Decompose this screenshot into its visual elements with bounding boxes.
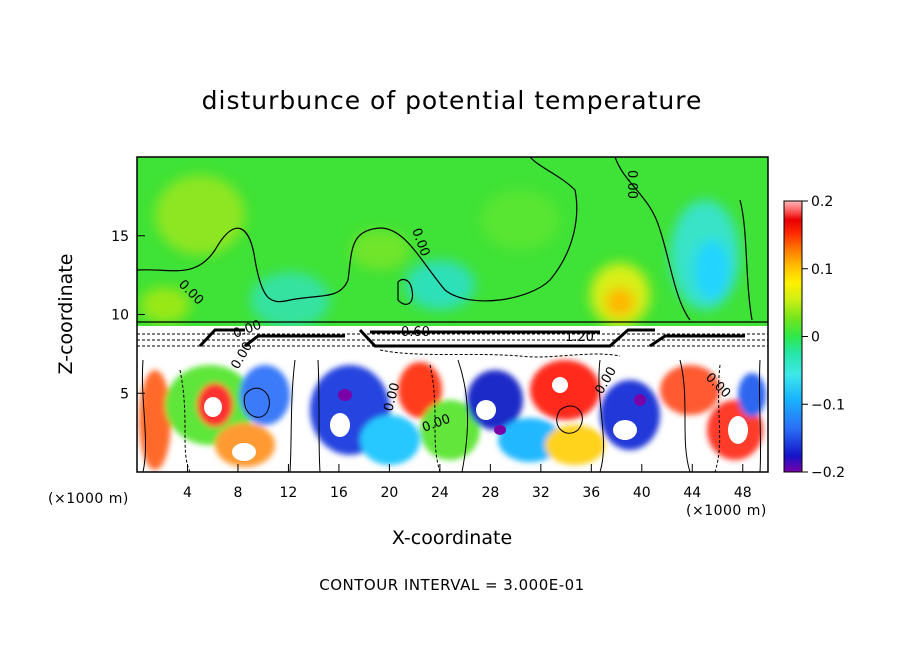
- y-tick-label: 10: [111, 308, 129, 324]
- contour-label: 0.00: [624, 170, 639, 199]
- colorbar-tick-label: 0: [811, 330, 820, 346]
- x-tick-label: 40: [633, 485, 651, 501]
- x-tick-label: 24: [431, 485, 449, 501]
- y-axis-label: Z-coordinate: [55, 253, 77, 375]
- contour-label: 0.60: [401, 325, 430, 340]
- y-tick-label: 15: [111, 229, 129, 245]
- x-tick-label: 20: [380, 485, 398, 501]
- contour-label: 1.20: [565, 330, 594, 345]
- x-axis-label: X-coordinate: [391, 527, 513, 549]
- contour-interval-note: CONTOUR INTERVAL = 3.000E-01: [319, 576, 585, 594]
- chart-title: disturbunce of potential temperature: [201, 86, 703, 115]
- contour-label: 0.00: [381, 381, 403, 413]
- x-unit-left: (×1000 m): [48, 491, 129, 507]
- colorbar-tick-label: −0.1: [811, 397, 845, 413]
- x-tick-label: 16: [330, 485, 348, 501]
- x-tick-label: 12: [280, 485, 298, 501]
- colorbar: [784, 201, 802, 472]
- colorbar-tick-label: 0.2: [811, 194, 833, 210]
- heatmap-field: [137, 157, 768, 472]
- x-tick-label: 32: [532, 485, 550, 501]
- x-unit-right: (×1000 m): [686, 503, 767, 519]
- x-tick-label: 4: [183, 485, 192, 501]
- x-tick-label: 44: [683, 485, 701, 501]
- x-tick-label: 36: [582, 485, 600, 501]
- colorbar-ticks: 0.2 0.1 0 −0.1 −0.2: [802, 194, 845, 481]
- y-axis: 5 10 15: [111, 229, 145, 402]
- colorbar-tick-label: −0.2: [811, 465, 845, 481]
- colorbar-tick-label: 0.1: [811, 262, 833, 278]
- x-axis: 4 8 12 16 20 24 28 32 36 40 44 48: [183, 464, 752, 501]
- x-tick-label: 48: [734, 485, 752, 501]
- y-tick-label: 5: [120, 386, 129, 402]
- x-tick-label: 28: [481, 485, 499, 501]
- x-tick-label: 8: [233, 485, 242, 501]
